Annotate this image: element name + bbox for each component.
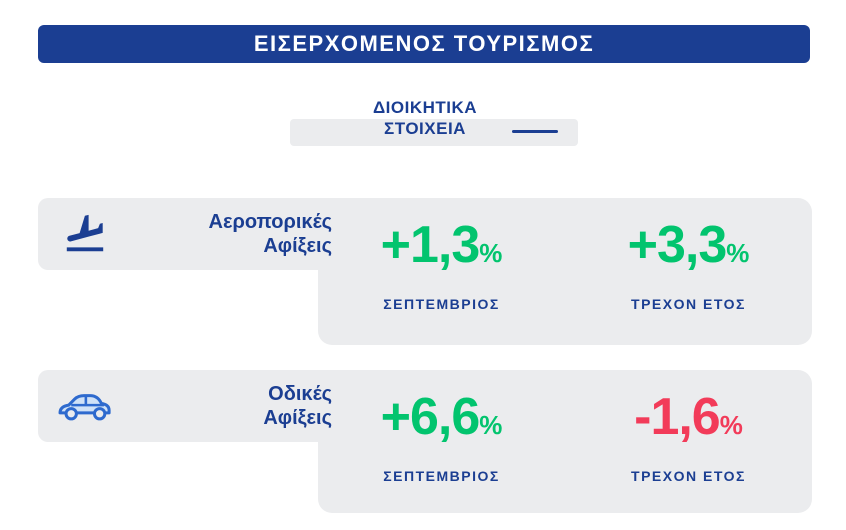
stat-number: +1,3 <box>380 216 481 274</box>
air-arrivals-stats-panel: +1,3% ΣΕΠΤΕΜΒΡΙΟΣ +3,3% ΤΡΕΧΟΝ ΕΤΟΣ <box>318 198 812 345</box>
stat-air-september: +1,3% ΣΕΠΤΕΜΒΡΙΟΣ <box>318 198 565 345</box>
page-title-banner: ΕΙΣΕΡΧΟΜΕΝΟΣ ΤΟΥΡΙΣΜΟΣ <box>38 25 810 63</box>
stat-number: -1,6 <box>634 388 721 446</box>
stat-caption: ΤΡΕΧΟΝ ΕΤΟΣ <box>631 468 746 484</box>
stat-number: +3,3 <box>627 216 728 274</box>
stat-air-current-year: +3,3% ΤΡΕΧΟΝ ΕΤΟΣ <box>565 198 812 345</box>
stat-value: +1,3% <box>381 218 503 280</box>
road-arrivals-label-pill: Οδικές Αφίξεις <box>38 370 348 442</box>
air-arrivals-label: Αεροπορικές Αφίξεις <box>208 211 332 257</box>
air-arrivals-label-pill: Αεροπορικές Αφίξεις <box>38 198 348 270</box>
airplane-icon <box>54 210 116 258</box>
stat-caption: ΤΡΕΧΟΝ ΕΤΟΣ <box>631 296 746 312</box>
road-arrivals-label: Οδικές Αφίξεις <box>263 383 332 429</box>
stat-value: +3,3% <box>628 218 750 280</box>
stat-number: +6,6 <box>380 388 481 446</box>
percent-sign: % <box>726 238 750 268</box>
page-title: ΕΙΣΕΡΧΟΜΕΝΟΣ ΤΟΥΡΙΣΜΟΣ <box>253 31 595 56</box>
stat-road-september: +6,6% ΣΕΠΤΕΜΒΡΙΟΣ <box>318 370 565 513</box>
stat-caption: ΣΕΠΤΕΜΒΡΙΟΣ <box>383 468 500 484</box>
car-icon <box>54 382 116 430</box>
road-arrivals-stats-panel: +6,6% ΣΕΠΤΕΜΒΡΙΟΣ -1,6% ΤΡΕΧΟΝ ΕΤΟΣ <box>318 370 812 513</box>
section-label: ΔΙΟΙΚΗΤΙΚΑ ΣΤΟΙΧΕΙΑ <box>372 98 478 138</box>
percent-sign: % <box>719 410 743 440</box>
stat-value: -1,6% <box>634 390 743 452</box>
percent-sign: % <box>479 238 503 268</box>
section-dash-line <box>512 130 558 133</box>
percent-sign: % <box>479 410 503 440</box>
stat-value: +6,6% <box>381 390 503 452</box>
stat-caption: ΣΕΠΤΕΜΒΡΙΟΣ <box>383 296 500 312</box>
stat-road-current-year: -1,6% ΤΡΕΧΟΝ ΕΤΟΣ <box>565 370 812 513</box>
